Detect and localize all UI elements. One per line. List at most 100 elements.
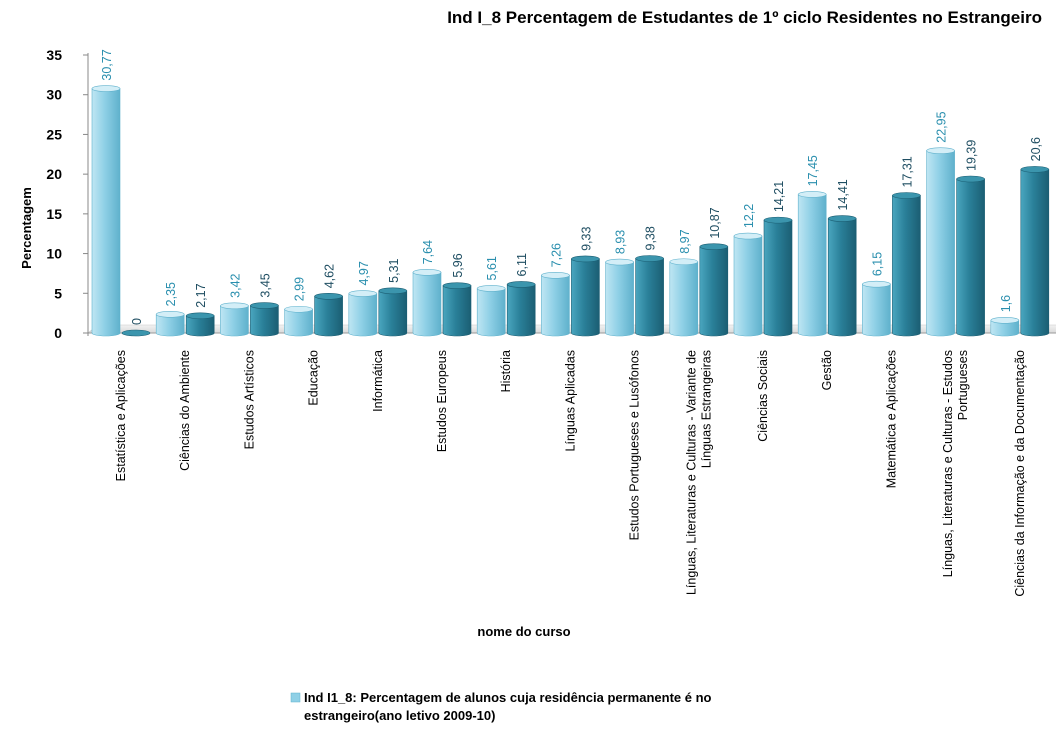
bar-body [763, 219, 793, 337]
bar [571, 255, 600, 337]
bar [284, 305, 313, 337]
legend-swatch [290, 692, 301, 703]
bar-body [541, 275, 570, 337]
bar-top [541, 272, 570, 279]
bar-top [348, 290, 378, 297]
bar [506, 281, 536, 337]
bar-body [284, 308, 313, 337]
data-labels: 30,77 0 2,35 2,17 3,42 3,45 2,99 4,62 4,97 5,31 7,… [100, 49, 1043, 325]
bar [314, 293, 343, 337]
bar-top [926, 147, 955, 155]
data-label: 6,11 [515, 253, 529, 276]
bar-top [733, 232, 763, 240]
data-label: 0 [130, 318, 144, 325]
data-label: 4,62 [323, 264, 337, 288]
data-label: 2,17 [194, 283, 208, 307]
bar-top [956, 175, 985, 183]
y-tick-label: 25 [46, 126, 62, 142]
bar-top [220, 302, 249, 310]
data-label: 14,21 [772, 181, 786, 212]
bar-top [892, 192, 921, 199]
bar-body [699, 246, 729, 337]
bar-top [669, 258, 699, 266]
bar-top [91, 85, 121, 92]
bar [185, 312, 215, 337]
bar-body [476, 288, 506, 337]
y-tick-label: 15 [46, 206, 62, 222]
bar-top [990, 316, 1020, 324]
bar [155, 311, 185, 337]
bar-top [155, 311, 185, 318]
x-tick-label: Estatística e Aplicações [114, 350, 128, 481]
y-tick-label: 0 [54, 325, 62, 341]
data-label: 9,33 [579, 227, 593, 251]
data-label: 6,15 [870, 252, 884, 276]
bar [956, 175, 985, 337]
bar-body [506, 284, 536, 337]
bar-top [412, 269, 442, 276]
y-ticks: 0 5 10 15 20 25 30 35 [46, 47, 88, 341]
bar [827, 215, 857, 337]
x-tick-label: Línguas Aplicadas [563, 350, 577, 451]
data-label: 12,2 [742, 204, 756, 228]
data-label: 3,42 [228, 273, 242, 297]
x-tick-label: Estudos Europeus [435, 350, 449, 452]
bar-top [1020, 166, 1050, 173]
bar-top [797, 191, 827, 198]
bar-top [862, 280, 891, 288]
bar-top [378, 287, 408, 295]
bar-top [699, 243, 729, 250]
y-tick-label: 30 [46, 87, 62, 103]
bar [797, 191, 827, 337]
bar-top [605, 258, 634, 266]
bar-top [121, 329, 151, 337]
y-tick-label: 20 [46, 166, 62, 182]
data-label: 10,87 [708, 207, 722, 238]
bar [541, 272, 570, 337]
x-tick-label: Línguas Estrangeiras [699, 350, 713, 468]
bar-body [892, 195, 921, 337]
bar [378, 287, 408, 337]
data-label: 20,6 [1029, 137, 1043, 161]
bar-top [314, 293, 343, 300]
bar-body [220, 305, 249, 337]
data-label: 14,41 [836, 179, 850, 210]
bar [605, 258, 634, 337]
bar [990, 316, 1020, 337]
bar [348, 290, 378, 337]
bar-top [185, 312, 215, 320]
bar [442, 282, 472, 337]
bar-body [250, 305, 279, 337]
bar-top [635, 255, 664, 262]
x-tick-label: Estudos Portugueses e Lusófonos [628, 350, 642, 540]
data-label: 1,6 [999, 295, 1013, 312]
data-label: 5,31 [387, 258, 401, 282]
bar-body [412, 272, 442, 337]
y-axis-label: Percentagem [19, 187, 34, 269]
data-label: 5,61 [485, 256, 499, 280]
bar-body [605, 261, 634, 337]
bar [926, 147, 955, 337]
bar-body [155, 314, 185, 337]
x-tick-label: Matemática e Aplicações [884, 350, 898, 488]
bar-body [442, 285, 472, 337]
bar [412, 269, 442, 337]
bar-body [635, 258, 664, 337]
bar-body [378, 290, 408, 337]
data-label: 2,99 [293, 277, 307, 301]
bar-body [571, 258, 600, 337]
legend: Ind I1_8: Percentagem de alunos cuja res… [290, 690, 712, 723]
x-ticks: Estatística e Aplicações Ciências do Ambi… [114, 350, 1027, 597]
bar-body [185, 315, 215, 337]
bar [669, 258, 699, 337]
bar [91, 85, 121, 337]
bar-body [91, 88, 121, 337]
bar-top [442, 282, 472, 289]
bar-body [1020, 169, 1050, 337]
bar [1020, 166, 1050, 337]
data-label: 5,96 [451, 253, 465, 277]
bar [635, 255, 664, 337]
bar-top [506, 281, 536, 288]
bar [121, 329, 151, 337]
bar-body [314, 296, 343, 337]
